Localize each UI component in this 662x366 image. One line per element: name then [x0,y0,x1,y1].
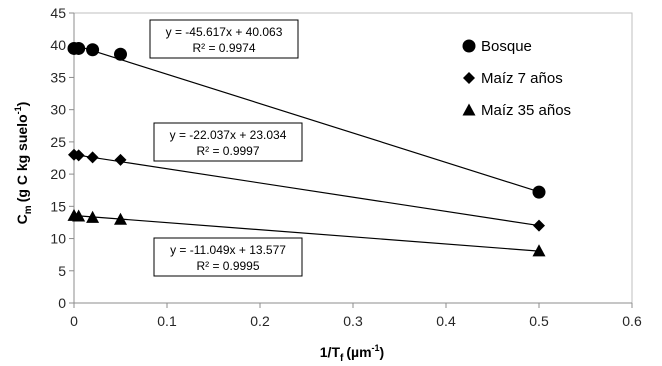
legend-label: Maíz 35 años [481,102,571,119]
r-squared: R² = 0.9995 [196,259,259,273]
legend-label: Maíz 7 años [481,70,563,87]
y-tick-label: 5 [58,263,66,279]
data-point-circle [86,43,100,57]
trendline-2 [73,214,540,252]
data-point-circle [114,47,127,61]
y-tick-label: 45 [50,5,66,21]
data-point-diamond [533,219,545,232]
legend-marker-diamond [463,72,475,84]
equation-box [153,237,303,277]
data-point-diamond [72,149,85,162]
trendlines [73,44,540,252]
trend-equation: y = -45.617x + 40.063 [166,25,283,39]
equation-annotations: y = -45.617x + 40.063 R² = 0.9974 y = -22.… [149,19,303,277]
y-tick-label: 35 [50,69,66,85]
data-point-diamond [114,153,127,166]
data-point-circle [532,185,546,199]
y-tick-label: 0 [58,295,66,311]
markers [67,41,546,257]
trendline-0 [73,44,540,193]
data-point-circle [72,41,86,55]
r-squared: R² = 0.9974 [192,41,255,55]
data-point-triangle [72,209,86,222]
y-tick-label: 25 [50,134,66,150]
legend: Bosque Maíz 7 años Maíz 35 años [462,38,571,119]
legend-marker-circle [462,39,476,53]
equation-box [149,19,299,59]
y-tick-label: 10 [50,231,66,247]
y-tick-label: 30 [50,102,66,118]
x-tick-label: 0.2 [250,313,270,329]
y-axis-title: Cm(g C kg suelo-1) [13,102,34,225]
r-squared: R² = 0.9997 [196,144,259,158]
y-tick-label: 20 [50,166,66,182]
x-tick-label: 0.3 [343,313,363,329]
x-tick-label: 0.4 [436,313,456,329]
x-axis-title: 1/Tf (µm-1) [320,343,384,364]
y-tick-label: 40 [50,37,66,53]
x-tick-label: 0 [70,313,78,329]
trend-equation: y = -22.037x + 23.034 [170,128,287,142]
axes: 0 5 10 15 20 25 30 35 40 45 0 0.1 0.2 0.3 0.4 0.5 0.6 [50,5,642,329]
data-point-triangle [114,212,127,225]
y-tick-label: 15 [50,198,66,214]
trend-equation: y = -11.049x + 13.577 [170,243,286,257]
x-tick-label: 0.5 [529,313,549,329]
equation-box [153,122,303,162]
x-tick-label: 0.1 [157,313,177,329]
data-point-triangle [532,244,546,257]
legend-marker-triangle [462,103,476,116]
x-tick-label: 0.6 [622,313,642,329]
legend-label: Bosque [481,38,532,55]
data-point-triangle [86,210,100,223]
data-point-diamond [86,151,99,164]
trendline-1 [73,153,540,227]
